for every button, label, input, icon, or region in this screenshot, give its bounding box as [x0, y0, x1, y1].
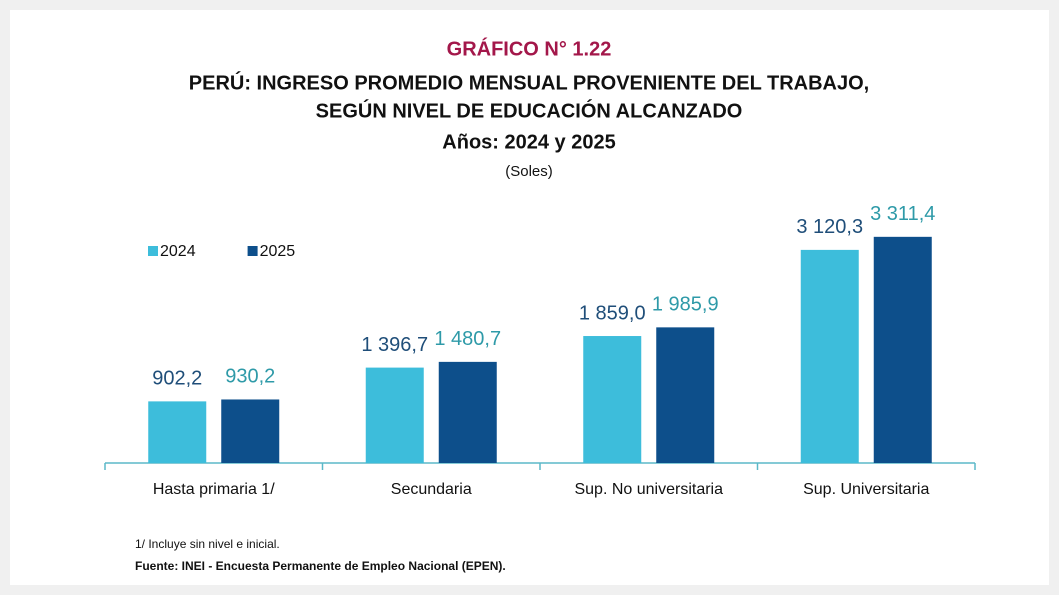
- value-label: 1 859,0: [579, 302, 646, 324]
- chart-title: SEGÚN NIVEL DE EDUCACIÓN ALCANZADO: [316, 98, 743, 122]
- value-label: 1 396,7: [361, 334, 428, 356]
- bar: [365, 367, 424, 463]
- value-label: 1 480,7: [434, 328, 501, 350]
- bar: [221, 399, 280, 463]
- bar: [583, 336, 642, 463]
- bar: [438, 361, 497, 463]
- chart-label: GRÁFICO N° 1.22: [447, 37, 612, 60]
- source: Fuente: INEI - Encuesta Permanente de Em…: [135, 559, 506, 573]
- value-label: 3 311,4: [870, 203, 935, 225]
- value-label: 930,2: [225, 366, 275, 388]
- footnote: 1/ Incluye sin nivel e inicial.: [135, 537, 280, 551]
- legend-label: 2024: [160, 243, 196, 260]
- value-label: 902,2: [152, 368, 202, 390]
- unit-label: (Soles): [505, 163, 553, 180]
- legend-swatch: [148, 246, 158, 256]
- x-tick-label: Sup. Universitaria: [803, 481, 929, 498]
- value-label: 1 985,9: [652, 294, 719, 316]
- chart-title: PERÚ: INGRESO PROMEDIO MENSUAL PROVENIEN…: [189, 70, 869, 94]
- bar: [656, 327, 715, 463]
- x-tick-label: Secundaria: [391, 481, 472, 498]
- bar: [800, 249, 859, 463]
- bar: [873, 236, 932, 463]
- chart-subtitle: Años: 2024 y 2025: [442, 131, 615, 153]
- legend-swatch: [247, 246, 258, 256]
- x-tick-label: Hasta primaria 1/: [153, 481, 275, 498]
- x-tick-label: Sup. No universitaria: [574, 481, 723, 498]
- legend-label: 2025: [260, 243, 296, 260]
- bar: [148, 401, 207, 463]
- value-label: 3 120,3: [796, 216, 863, 238]
